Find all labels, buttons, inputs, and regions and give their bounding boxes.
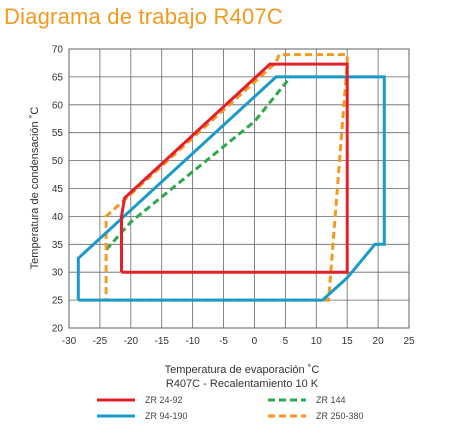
x-axis-sublabel: R407C - Recalentamiento 10 K xyxy=(166,378,319,390)
x-tick-label: 10 xyxy=(311,336,323,347)
y-tick-label: 70 xyxy=(52,45,64,56)
legend-label: ZR 94-190 xyxy=(145,411,188,421)
y-tick-label: 40 xyxy=(52,212,64,223)
legend-label: ZR 250-380 xyxy=(316,411,364,421)
series-line-zr-94-190 xyxy=(76,75,386,302)
y-tick-label: 60 xyxy=(52,100,64,111)
series-lines xyxy=(76,53,386,302)
x-tick-label: 15 xyxy=(342,336,354,347)
x-tick-label: 20 xyxy=(373,336,385,347)
legend-label: ZR 144 xyxy=(316,395,346,405)
chart-title: Diagrama de trabajo R407C xyxy=(4,4,283,29)
x-tick-label: 25 xyxy=(403,336,415,347)
x-tick-label: -20 xyxy=(124,336,139,347)
y-tick-label: 35 xyxy=(52,240,64,251)
tick-labels: -30 -25 -20 -15 -10 -5 0 5 10 15 20 25 20 25 30 35 40 45 5… xyxy=(52,45,415,348)
x-tick-label: 0 xyxy=(252,336,258,347)
x-tick-label: -15 xyxy=(155,336,170,347)
x-tick-label: -10 xyxy=(185,336,200,347)
y-tick-label: 25 xyxy=(52,296,64,307)
y-tick-label: 50 xyxy=(52,156,64,167)
y-tick-label: 65 xyxy=(52,72,64,83)
x-tick-label: -30 xyxy=(62,336,77,347)
y-tick-label: 30 xyxy=(52,268,64,279)
y-tick-label: 20 xyxy=(52,324,64,335)
x-axis-label: Temperatura de evaporación ˚C xyxy=(165,364,320,376)
series-line-zr-144 xyxy=(104,74,293,251)
y-axis-label: Temperatura de condensación ˚C xyxy=(29,107,41,270)
x-tick-label: 5 xyxy=(283,336,289,347)
x-tick-label: -25 xyxy=(93,336,108,347)
series-line-zr-24-92 xyxy=(120,62,349,274)
y-tick-label: 45 xyxy=(52,184,64,195)
x-tick-label: -5 xyxy=(219,336,228,347)
y-tick-label: 55 xyxy=(52,128,64,139)
legend-label: ZR 24-92 xyxy=(145,395,183,405)
legend: ZR 24-92 ZR 94-190 ZR 144 ZR 250-380 xyxy=(97,395,364,421)
